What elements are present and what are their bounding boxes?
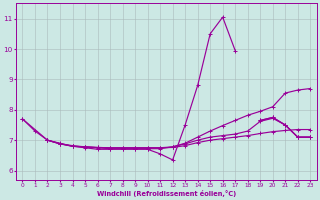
X-axis label: Windchill (Refroidissement éolien,°C): Windchill (Refroidissement éolien,°C)	[97, 190, 236, 197]
